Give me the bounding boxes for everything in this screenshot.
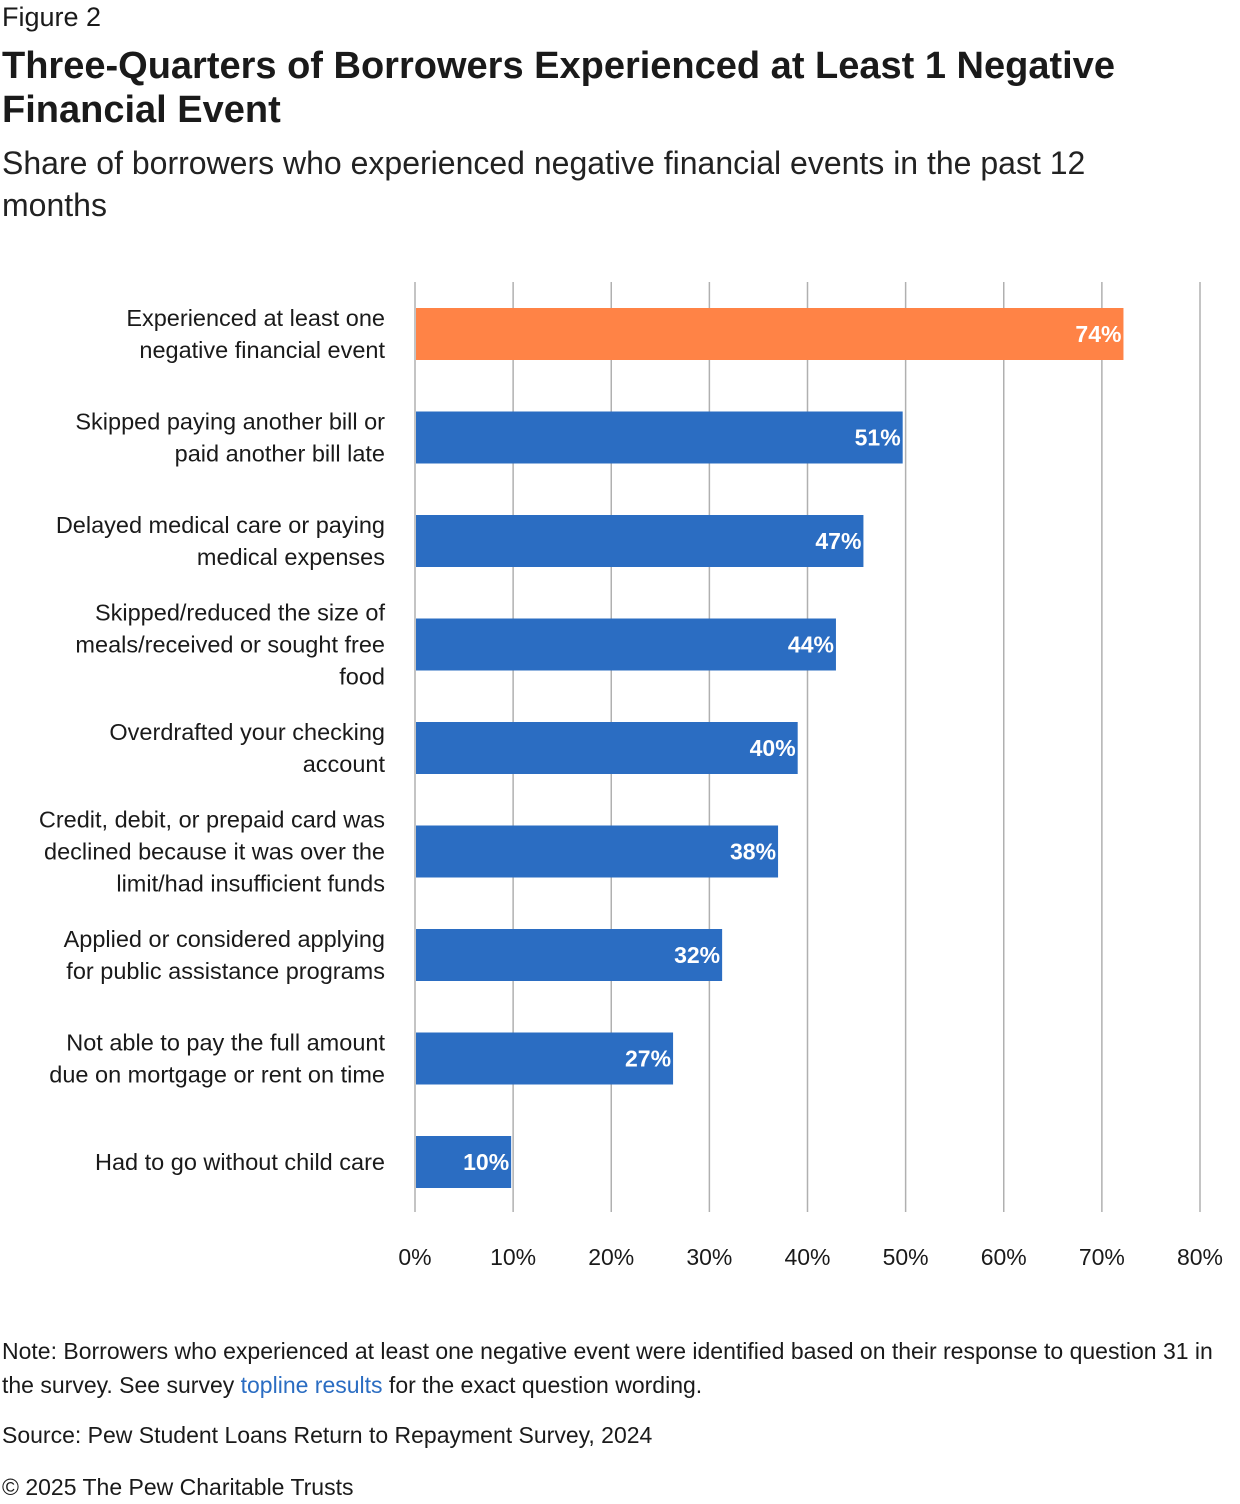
category-label: paid another bill late bbox=[175, 441, 385, 467]
category-label: Applied or considered applying bbox=[64, 926, 385, 952]
bar bbox=[416, 308, 1124, 360]
bar bbox=[416, 722, 798, 774]
data-label: 47% bbox=[815, 528, 861, 554]
bar bbox=[416, 618, 836, 671]
data-label: 38% bbox=[730, 839, 776, 865]
category-label: meals/received or sought free bbox=[75, 632, 385, 658]
bars: 74% 51% 47% 44% 40% 38% 32% 27% 10% bbox=[416, 308, 1124, 1188]
category-label: Had to go without child care bbox=[95, 1149, 385, 1175]
category-label: Credit, debit, or prepaid card was bbox=[39, 807, 385, 833]
x-tick-label: 30% bbox=[686, 1244, 732, 1270]
data-label: 44% bbox=[788, 632, 834, 658]
category-label: declined because it was over the bbox=[44, 839, 385, 865]
chart-source: Source: Pew Student Loans Return to Repa… bbox=[2, 1422, 653, 1448]
x-tick-label: 80% bbox=[1177, 1244, 1223, 1270]
x-tick-label: 40% bbox=[784, 1244, 830, 1270]
data-label: 27% bbox=[625, 1046, 671, 1072]
category-label: Skipped paying another bill or bbox=[75, 409, 385, 435]
data-label: 10% bbox=[463, 1149, 509, 1175]
x-axis-ticks: 0% 10% 20% 30% 40% 50% 60% 70% 80% bbox=[398, 1244, 1223, 1270]
bar-chart: 74% 51% 47% 44% 40% 38% 32% 27% 10% Experienced … bbox=[39, 282, 1223, 1270]
data-label: 51% bbox=[855, 425, 901, 451]
category-label: Not able to pay the full amount bbox=[66, 1030, 385, 1056]
figure-label: Figure 2 bbox=[2, 2, 102, 32]
note-text-end: for the exact question wording. bbox=[382, 1372, 703, 1398]
bar bbox=[416, 825, 779, 878]
category-label: Overdrafted your checking bbox=[109, 719, 385, 745]
category-label: for public assistance programs bbox=[66, 958, 385, 984]
note-text: Note: Borrowers who experienced at least… bbox=[2, 1338, 1213, 1398]
bar bbox=[416, 1032, 674, 1085]
data-label: 32% bbox=[674, 942, 720, 968]
x-tick-label: 10% bbox=[490, 1244, 536, 1270]
copyright: © 2025 The Pew Charitable Trusts bbox=[2, 1474, 354, 1500]
bar bbox=[416, 929, 723, 981]
x-tick-label: 60% bbox=[981, 1244, 1027, 1270]
bar bbox=[416, 1136, 512, 1188]
category-label: account bbox=[303, 751, 386, 777]
category-label: limit/had insufficient funds bbox=[116, 871, 385, 897]
x-tick-label: 0% bbox=[398, 1244, 431, 1270]
topline-results-link[interactable]: topline results bbox=[240, 1372, 383, 1398]
x-tick-label: 20% bbox=[588, 1244, 634, 1270]
category-label: food bbox=[339, 664, 385, 690]
chart-title: Three-Quarters of Borrowers Experienced … bbox=[2, 45, 1115, 131]
x-tick-label: 50% bbox=[883, 1244, 929, 1270]
category-labels: Experienced at least one negative financi… bbox=[39, 305, 386, 1175]
chart-note: Note: Borrowers who experienced at least… bbox=[2, 1334, 1222, 1402]
category-label: Skipped/reduced the size of bbox=[95, 600, 385, 626]
bar bbox=[416, 411, 903, 464]
chart-subtitle: Share of borrowers who experienced negat… bbox=[2, 145, 1086, 223]
category-label: Delayed medical care or paying bbox=[56, 512, 385, 538]
x-tick-label: 70% bbox=[1079, 1244, 1125, 1270]
bar bbox=[416, 515, 864, 567]
data-label: 40% bbox=[750, 735, 796, 761]
category-label: Experienced at least one bbox=[126, 305, 385, 331]
category-label: negative financial event bbox=[139, 337, 385, 363]
category-label: due on mortgage or rent on time bbox=[49, 1062, 385, 1088]
data-label: 74% bbox=[1075, 321, 1121, 347]
category-label: medical expenses bbox=[197, 544, 385, 570]
